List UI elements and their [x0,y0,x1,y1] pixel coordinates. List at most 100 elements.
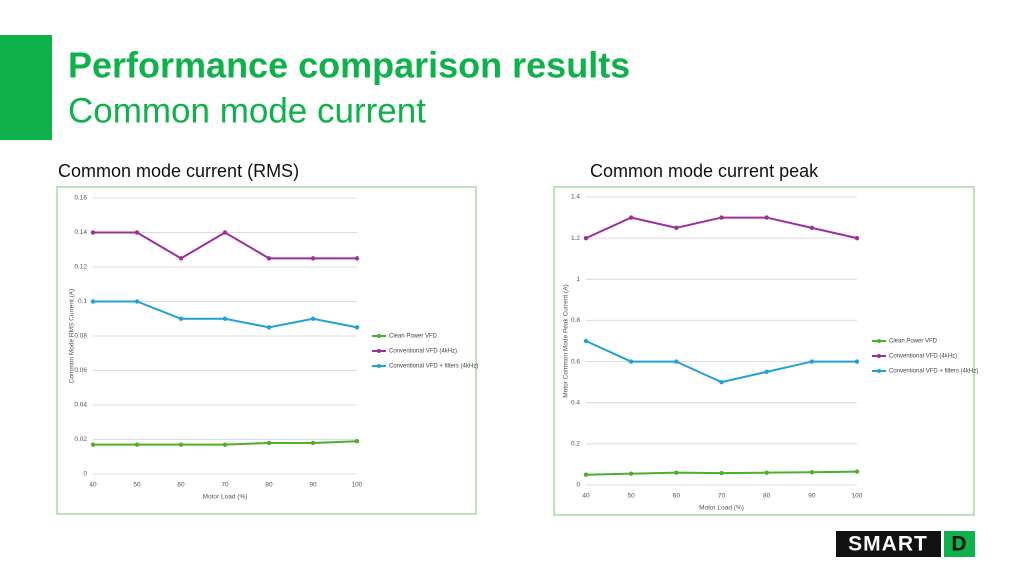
data-point [354,439,360,444]
y-tick-label: 0.06 [74,367,87,374]
slide-subtitle: Common mode current [68,91,426,130]
legend-dot [877,339,881,343]
data-point [266,440,272,446]
legend-dot [377,334,381,338]
y-tick-label: 0.8 [571,317,580,324]
data-point [354,325,360,330]
data-point [854,469,860,474]
data-point [764,215,769,220]
data-point [719,215,724,220]
chart-frame [553,186,975,516]
data-point [854,235,860,241]
y-tick-label: 0 [576,482,580,489]
y-tick-label: 0.4 [571,399,580,406]
data-point [583,338,589,344]
data-point [674,470,679,475]
data-point [583,235,589,241]
y-tick-label: 1 [576,276,580,283]
legend-label: Conventional VFD + filters (4kHz) [889,369,978,375]
data-point [90,442,96,447]
data-point [178,256,184,261]
data-point [222,442,228,447]
logo-box [836,531,941,557]
data-point [809,359,815,364]
y-tick-label: 0.14 [74,229,87,236]
legend-label: Conventional VFD (4kHz) [889,354,957,360]
data-point [266,256,272,261]
logo-text: SMART [848,533,928,556]
data-point [719,470,724,476]
data-point [90,299,96,304]
legend-dot [877,354,881,358]
x-tick-label: 90 [808,493,816,500]
slide-title: Performance comparison results [68,45,630,86]
data-point [134,230,140,235]
data-point [854,359,860,364]
data-point [354,256,360,261]
y-tick-label: 0.16 [74,195,87,202]
accent-bar [0,35,52,140]
legend-dot [877,369,881,373]
chart-title: Common mode current (RMS) [58,161,299,181]
y-tick-label: 0.04 [74,402,87,409]
data-point [809,470,815,475]
data-point [134,442,140,447]
x-tick-label: 80 [763,493,771,500]
chart-title: Common mode current peak [590,161,819,181]
y-tick-label: 1.2 [571,235,580,242]
x-axis-title: Motor Load (%) [699,505,744,512]
x-tick-label: 80 [265,482,273,489]
legend-dot [377,349,381,353]
y-axis-title: Motor Common Mode Peak Current (A) [563,284,570,397]
y-tick-label: 0.08 [74,333,87,340]
data-point [134,299,140,304]
x-tick-label: 90 [309,482,317,489]
data-point [222,316,228,321]
data-point [628,215,634,220]
data-point [90,230,96,235]
data-point [674,225,679,231]
chart-frame [56,186,477,515]
data-point [628,359,634,364]
legend-label: Clean Power VFD [389,334,438,340]
x-tick-label: 70 [718,493,726,500]
y-tick-label: 0.02 [74,436,87,443]
data-point [266,325,272,330]
x-tick-label: 40 [582,493,590,500]
data-point [310,316,316,321]
data-point [178,316,184,321]
y-axis-title: Common Mode RMS Current (A) [69,289,76,384]
legend-label: Conventional VFD + filters (4kHz) [389,364,478,370]
legend-label: Clean Power VFD [889,339,938,345]
y-tick-label: 0.6 [571,358,580,365]
data-point [583,472,589,477]
data-point [674,359,679,364]
data-point [764,369,769,375]
y-tick-label: 0.2 [571,441,580,448]
x-axis-title: Motor Load (%) [203,494,248,501]
y-tick-label: 0 [83,471,87,478]
y-tick-label: 1.4 [571,194,580,201]
series-line [93,231,357,260]
data-point [310,440,316,446]
y-tick-label: 0.1 [78,298,87,305]
data-point [809,225,815,231]
series-line [93,300,358,329]
data-point [310,256,316,261]
x-tick-label: 100 [352,482,363,489]
legend-dot [377,364,381,368]
data-point [628,471,634,476]
x-tick-label: 60 [673,493,681,500]
data-point [719,379,724,385]
x-tick-label: 70 [221,482,229,489]
x-tick-label: 50 [628,493,636,500]
data-point [764,470,769,475]
data-point [222,230,228,235]
legend-label: Conventional VFD (4kHz) [389,349,457,355]
x-tick-label: 60 [177,482,185,489]
y-tick-label: 0.12 [74,264,87,271]
series-line [585,216,858,240]
data-point [178,442,184,447]
